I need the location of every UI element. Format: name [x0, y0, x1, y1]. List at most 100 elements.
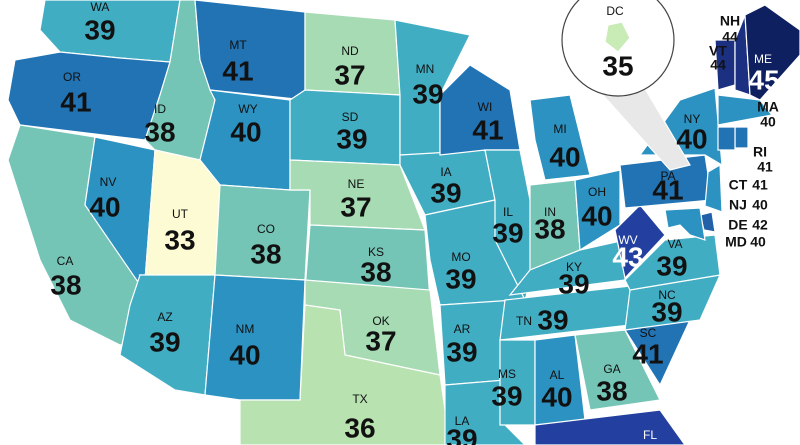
- state-name: WI: [478, 100, 493, 114]
- state-value: 40: [750, 234, 766, 250]
- state-name: NC: [658, 288, 676, 302]
- state-shape: [529, 94, 591, 181]
- state-value: 40: [229, 339, 260, 370]
- state-shape: [664, 207, 706, 241]
- state-value: 40: [752, 197, 768, 213]
- state-value: 36: [344, 412, 375, 443]
- state-name: TN: [516, 314, 532, 328]
- state-shape: [624, 234, 721, 291]
- state-value: 44: [710, 57, 726, 73]
- state-shape: [604, 21, 631, 53]
- state-shape: [717, 94, 774, 126]
- state-name: SD: [342, 110, 359, 124]
- state-shape: [444, 379, 526, 445]
- state-name: ID: [154, 102, 166, 116]
- state-name: NE: [348, 177, 365, 191]
- state-name: LA: [455, 414, 470, 428]
- state-name: RI: [753, 144, 767, 160]
- state-shape: [614, 204, 666, 280]
- state-value: 39: [651, 296, 682, 327]
- state-name: MA: [757, 99, 779, 115]
- state-value: 38: [144, 116, 175, 147]
- state-value: 39: [446, 423, 477, 445]
- state-shape: [704, 163, 723, 213]
- state-value: 35: [602, 50, 633, 81]
- state-name: MT: [229, 38, 247, 52]
- state-name: VT: [709, 43, 727, 59]
- state-shape: [194, 0, 306, 101]
- state-value: 40: [581, 200, 612, 231]
- state-name: WV: [618, 233, 637, 247]
- state-shape: [744, 4, 800, 101]
- state-name: OK: [372, 314, 389, 328]
- state-name: NH: [720, 13, 740, 29]
- state-value: 37: [365, 325, 396, 356]
- state-value: 41: [60, 86, 91, 117]
- state-value: 39: [84, 14, 115, 45]
- state-name: SC: [640, 326, 657, 340]
- state-value: 38: [596, 375, 627, 406]
- state-value: 44: [722, 29, 738, 45]
- state-shape: [239, 304, 451, 445]
- state-name: AZ: [157, 310, 172, 324]
- state-value: 40: [230, 116, 261, 147]
- state-value: 39: [558, 268, 589, 299]
- state-name: NY: [684, 112, 701, 126]
- state-name: AL: [550, 368, 565, 382]
- state-name: WA: [91, 0, 110, 14]
- state-value: 45: [748, 64, 779, 95]
- state-value: 40: [89, 191, 120, 222]
- state-name: IA: [440, 165, 451, 179]
- state-name: KY: [566, 260, 582, 274]
- states: [7, 0, 800, 445]
- state-name: IL: [503, 205, 513, 219]
- state-value: 33: [164, 224, 195, 255]
- state-value: 41: [752, 177, 768, 193]
- state-value: 39: [430, 177, 461, 208]
- state-value: 41: [222, 55, 253, 86]
- state-value: 39: [445, 263, 476, 294]
- state-name: DC: [606, 4, 624, 18]
- state-value: 40: [676, 123, 707, 154]
- state-value: 39: [537, 304, 568, 335]
- state-shape: [734, 126, 749, 149]
- state-value: 39: [149, 326, 180, 357]
- state-name: OR: [63, 70, 81, 84]
- state-value: 39: [412, 78, 443, 109]
- state-name: WY: [238, 102, 257, 116]
- state-name: PA: [660, 169, 675, 183]
- state-value: 40: [549, 141, 580, 172]
- state-value: 43: [612, 241, 643, 272]
- state-shape: [204, 274, 306, 401]
- state-name: AR: [454, 322, 471, 336]
- state-name: CA: [57, 254, 74, 268]
- state-name: MD: [725, 234, 747, 250]
- state-value: 39: [656, 250, 687, 281]
- state-name: NV: [100, 175, 117, 189]
- state-name: MO: [451, 250, 470, 264]
- state-value: 40: [760, 114, 776, 130]
- state-name: MI: [553, 122, 566, 136]
- state-name: DE: [728, 217, 747, 233]
- state-value: 41: [632, 338, 663, 369]
- state-name: NM: [236, 322, 255, 336]
- state-shape: [214, 184, 311, 281]
- state-value: 39: [491, 380, 522, 411]
- state-value: 38: [360, 256, 391, 287]
- state-value: 38: [50, 269, 81, 300]
- state-value: 39: [446, 336, 477, 367]
- state-name: CO: [257, 222, 275, 236]
- state-name: ND: [341, 44, 359, 58]
- state-value: 39: [492, 217, 523, 248]
- state-value: 40: [541, 381, 572, 412]
- state-value: 39: [336, 123, 367, 154]
- state-name: UT: [172, 207, 189, 221]
- state-name: ME: [754, 52, 772, 66]
- state-name: OH: [588, 185, 606, 199]
- state-name: NJ: [729, 197, 747, 213]
- state-name: IN: [544, 205, 556, 219]
- state-value: 38: [534, 213, 565, 244]
- dc-inset: [561, 0, 691, 171]
- state-value: 38: [250, 238, 281, 269]
